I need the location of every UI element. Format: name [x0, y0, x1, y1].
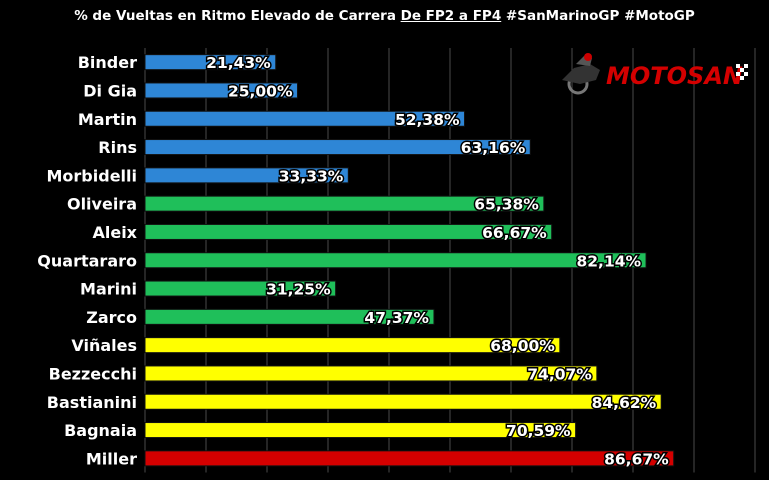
bar-bastianini: [144, 393, 662, 410]
category-label: Bastianini: [47, 393, 137, 412]
value-label: 31,25%: [266, 281, 331, 299]
title-part-2: De FP2 a FP4: [400, 8, 502, 24]
value-labels: 21,43% 25,00% 52,38%63,16% 33,33% 65,38% 66,6…: [205, 53, 671, 470]
category-label: Oliveira: [67, 195, 137, 214]
category-label: Zarco: [86, 308, 137, 327]
chart-bars: [144, 54, 675, 467]
checkered-flag-icon: [736, 64, 748, 80]
category-label: Morbidelli: [47, 166, 138, 185]
bar-quartararo: [144, 252, 647, 269]
bar-binder: [144, 54, 277, 71]
motorcycle-rider-icon: [562, 53, 600, 95]
title-part-3: #SanMarinoGP #MotoGP: [501, 8, 695, 24]
value-label: 70,59%: [506, 422, 571, 440]
category-labels: Binder Di Gia Martin Rins Morbidelli Oliveira…: [37, 53, 137, 468]
logo-text: MOTOSAN: [606, 62, 743, 90]
motosan-logo: MOTOSAN: [562, 53, 748, 95]
category-label: Martin: [78, 110, 137, 129]
bar-marini: [144, 280, 337, 297]
category-label: Viñales: [71, 336, 137, 355]
category-label: Quartararo: [37, 251, 137, 270]
value-label: 25,00%: [228, 82, 293, 100]
bar-morbidelli: [144, 167, 349, 184]
category-label: Bagnaia: [64, 421, 137, 440]
chart-title: % de Vueltas en Ritmo Elevado de Carrera…: [0, 8, 769, 24]
category-label: Miller: [86, 449, 137, 468]
value-label: 82,14%: [576, 252, 641, 270]
value-label: 63,16%: [461, 139, 526, 157]
bar-bezzecchi: [144, 365, 598, 382]
value-label: 86,67%: [604, 450, 669, 468]
category-label: Rins: [98, 138, 137, 157]
value-label: 74,07%: [527, 365, 592, 383]
bar-bagnaia: [144, 422, 577, 439]
bar-martin: [144, 110, 466, 127]
category-label: Di Gia: [83, 81, 137, 100]
value-label: 68,00%: [490, 337, 555, 355]
title-part-1: % de Vueltas en Ritmo Elevado de Carrera: [74, 8, 401, 24]
value-label: 52,38%: [395, 111, 460, 129]
bar-vi-ales: [144, 337, 561, 354]
category-label: Aleix: [92, 223, 137, 242]
bar-aleix: [144, 223, 553, 240]
bar-di-gia: [144, 82, 298, 99]
value-label: 66,67%: [482, 224, 547, 242]
category-label: Marini: [80, 280, 137, 299]
category-label: Bezzecchi: [49, 364, 137, 383]
value-label: 47,37%: [364, 309, 429, 327]
category-label: Binder: [78, 53, 137, 72]
bar-miller: [144, 450, 675, 467]
bar-oliveira: [144, 195, 545, 212]
bar-zarco: [144, 308, 435, 325]
value-label: 33,33%: [279, 167, 344, 185]
value-label: 21,43%: [206, 54, 271, 72]
value-label: 65,38%: [474, 196, 539, 214]
value-label: 84,62%: [592, 394, 657, 412]
bar-rins: [144, 139, 531, 156]
